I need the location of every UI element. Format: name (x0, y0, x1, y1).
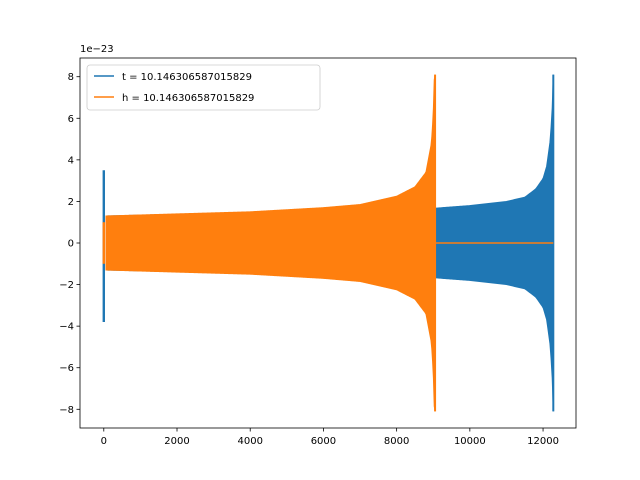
x-tick-label: 6000 (311, 436, 336, 447)
plot-frame (79, 57, 577, 429)
legend-label-series-2: h = 10.146306587015829 (122, 93, 254, 104)
y-tick-label: −2 (59, 280, 74, 291)
y-axis: −8 −6 −4 −2 0 2 4 6 8 (59, 72, 80, 416)
y-tick-label: 0 (68, 239, 74, 250)
x-axis: 0 2000 4000 6000 8000 10000 12000 (101, 428, 559, 447)
y-tick-label: −4 (59, 322, 74, 333)
x-tick-label: 0 (101, 436, 107, 447)
x-tick-label: 10000 (454, 436, 486, 447)
legend-box (86, 64, 321, 111)
y-axis-scale-label: 1e−23 (80, 44, 114, 55)
x-tick-label: 12000 (527, 436, 559, 447)
legend: t = 10.146306587015829 h = 10.1463065870… (86, 64, 321, 111)
y-tick-label: −8 (59, 405, 74, 416)
y-tick-label: 4 (68, 155, 74, 166)
y-tick-label: 6 (68, 114, 74, 125)
plot-area (102, 74, 555, 412)
legend-label-series-1: t = 10.146306587015829 (122, 72, 252, 83)
y-tick-label: −6 (59, 363, 74, 374)
x-tick-label: 8000 (384, 436, 409, 447)
y-tick-label: 8 (68, 72, 74, 83)
y-tick-label: 2 (68, 197, 74, 208)
series-2 (102, 74, 554, 412)
x-tick-label: 4000 (237, 436, 262, 447)
x-tick-label: 2000 (164, 436, 189, 447)
